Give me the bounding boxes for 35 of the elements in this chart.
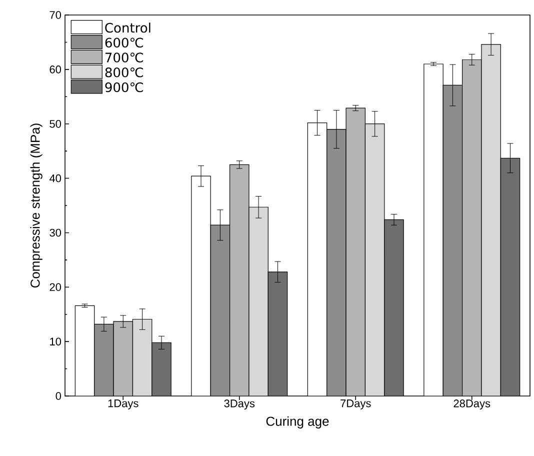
- bar: [384, 219, 404, 396]
- y-axis-title: Compressive strength (MPa): [30, 124, 42, 288]
- x-tick-label: 28Days: [454, 400, 490, 410]
- y-tick-label: 40: [49, 174, 62, 182]
- x-axis-title: Curing age: [266, 416, 329, 428]
- legend-label: 600℃: [105, 38, 143, 48]
- bar: [94, 324, 114, 396]
- x-tick-label: 1Days: [108, 400, 138, 410]
- y-tick-label: 30: [50, 228, 62, 237]
- bar: [268, 272, 288, 396]
- bar: [210, 224, 230, 396]
- bar: [462, 59, 482, 396]
- bar: [132, 318, 152, 396]
- bar: [346, 108, 366, 396]
- y-tick-label: 50: [50, 120, 62, 128]
- bar: [481, 44, 501, 396]
- legend-label: 800℃: [105, 67, 143, 78]
- bar: [442, 84, 463, 396]
- bar: [229, 164, 250, 396]
- x-tick-label: 3Days: [224, 400, 255, 410]
- bar: [152, 342, 172, 396]
- y-tick-label: 60: [50, 66, 62, 74]
- y-tick-label: 0: [56, 392, 62, 400]
- y-tick-label: 20: [50, 283, 62, 292]
- y-tick-label: 70: [50, 11, 62, 19]
- bar: [113, 321, 134, 396]
- y-tick-label: 10: [50, 338, 62, 346]
- legend-label: 700℃: [106, 52, 143, 62]
- bar: [364, 124, 385, 396]
- legend-label: 900℃: [105, 82, 143, 92]
- legend-label: Control: [105, 22, 150, 33]
- bar: [248, 206, 268, 396]
- x-tick-label: 7Days: [340, 400, 371, 410]
- bar: [500, 158, 520, 396]
- bar: [326, 129, 346, 396]
